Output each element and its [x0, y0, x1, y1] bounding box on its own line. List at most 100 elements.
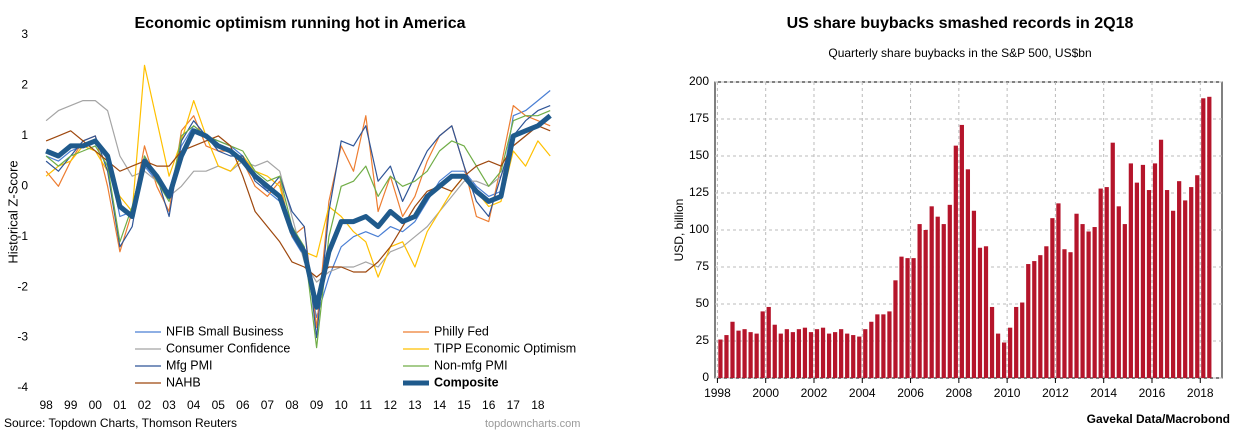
y-tick-label: 100	[689, 222, 709, 236]
legend-label: Mfg PMI	[166, 358, 213, 372]
y-tick-label: 150	[689, 148, 709, 162]
y-tick-label: 50	[696, 296, 710, 310]
series-line	[45, 110, 551, 349]
y-tick-label: 0	[702, 370, 709, 384]
bar	[772, 324, 777, 378]
bar	[929, 206, 934, 378]
legend-label: NFIB Small Business	[166, 324, 283, 338]
bar	[820, 327, 826, 378]
y-tick-label: 125	[689, 185, 709, 199]
y-tick-label: -2	[17, 279, 28, 293]
bar	[1062, 249, 1067, 378]
x-tick-label: 03	[162, 398, 176, 412]
bar	[718, 339, 723, 378]
right-subtitle: Quarterly share buybacks in the S&P 500,…	[828, 46, 1091, 60]
bar	[826, 333, 832, 378]
x-tick-label: 10	[335, 398, 349, 412]
bar	[935, 216, 940, 378]
left-y-label: Historical Z-Score	[5, 160, 20, 263]
bar	[1110, 142, 1115, 378]
x-tick-label: 11	[360, 398, 373, 412]
bar	[1008, 327, 1013, 378]
legend-label: Philly Fed	[434, 324, 489, 338]
x-tick-label: 13	[408, 398, 422, 412]
bar	[959, 124, 964, 378]
x-tick-label: 05	[212, 398, 226, 412]
bar	[977, 247, 983, 378]
bar	[814, 329, 820, 378]
right-y-label: USD, billion	[672, 199, 686, 262]
bar	[905, 258, 910, 378]
right-title: US share buybacks smashed records in 2Q1…	[787, 15, 1134, 32]
bar	[1098, 188, 1103, 378]
x-tick-label: 16	[482, 398, 496, 412]
bar	[917, 224, 922, 378]
bar	[965, 169, 971, 378]
bar	[995, 333, 1001, 378]
bar	[1207, 96, 1212, 379]
left-title: Economic optimism running hot in America	[135, 15, 466, 32]
x-tick-label: 2008	[945, 386, 972, 400]
y-tick-label: -1	[17, 229, 28, 243]
bar	[1158, 139, 1164, 378]
legend-label: Non-mfg PMI	[434, 358, 508, 372]
x-tick-label: 04	[187, 398, 201, 412]
x-tick-label: 2000	[752, 386, 779, 400]
bar	[1092, 227, 1097, 378]
bar	[1014, 306, 1019, 378]
bar	[1104, 187, 1109, 378]
bar	[1001, 342, 1007, 378]
watermark: topdowncharts.com	[485, 418, 580, 430]
y-tick-label: 25	[696, 333, 710, 347]
x-tick-label: 07	[261, 398, 275, 412]
bar	[1068, 252, 1073, 378]
bar	[863, 329, 868, 378]
legend-label: Consumer Confidence	[166, 341, 290, 355]
bar	[1164, 190, 1170, 378]
x-tick-label: 2018	[1187, 386, 1214, 400]
bar	[742, 329, 747, 378]
bar	[748, 332, 753, 378]
bar	[947, 204, 952, 378]
bar	[869, 321, 874, 378]
bar	[754, 333, 759, 378]
bar	[730, 321, 735, 378]
bar	[1183, 200, 1188, 378]
bar	[1189, 187, 1194, 378]
bar	[1026, 264, 1031, 378]
bar	[1050, 218, 1055, 378]
series-line	[45, 113, 552, 310]
bar	[808, 332, 814, 378]
x-tick-label: 00	[89, 398, 103, 412]
bar	[1195, 175, 1200, 378]
bar	[1038, 255, 1043, 378]
y-tick-label: 2	[21, 78, 28, 92]
bar	[790, 332, 795, 378]
bar	[1122, 224, 1127, 378]
x-tick-label: 1998	[704, 386, 731, 400]
x-tick-label: 08	[285, 398, 299, 412]
x-tick-label: 2004	[849, 386, 876, 400]
bar	[796, 329, 802, 378]
bar	[1177, 181, 1182, 378]
y-tick-label: 1	[21, 128, 28, 142]
bar	[1116, 206, 1121, 378]
bar	[1140, 164, 1146, 378]
bar	[736, 330, 741, 378]
bar	[832, 332, 838, 378]
bar	[724, 335, 729, 378]
y-tick-label: -4	[17, 380, 28, 394]
x-tick-label: 17	[507, 398, 521, 412]
bar	[1074, 213, 1079, 378]
series-line	[45, 105, 551, 329]
x-tick-label: 2012	[1042, 386, 1069, 400]
x-tick-label: 2010	[994, 386, 1021, 400]
bar	[923, 230, 928, 378]
bar	[899, 256, 904, 378]
y-tick-label: 0	[21, 178, 28, 192]
bar	[760, 311, 765, 378]
bar	[1032, 261, 1037, 378]
bar	[1201, 98, 1206, 378]
bar	[1020, 302, 1025, 378]
